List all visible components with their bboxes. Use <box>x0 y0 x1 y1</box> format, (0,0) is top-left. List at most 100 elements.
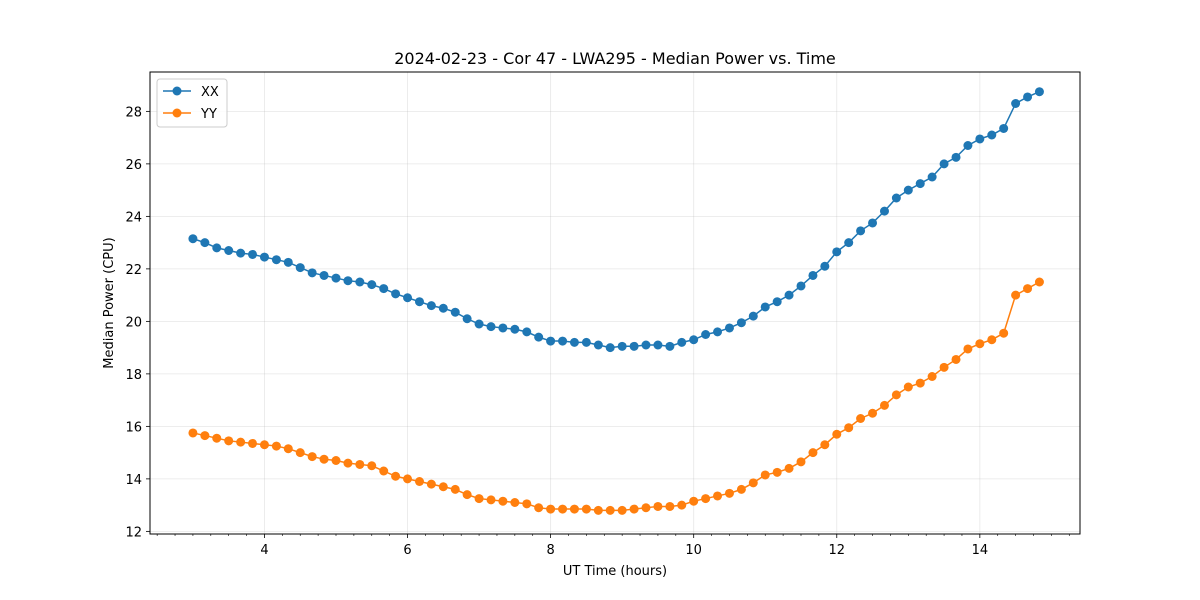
legend-label-xx: XX <box>201 85 219 100</box>
x-tick-label: 12 <box>828 543 845 558</box>
data-point-xx <box>343 276 353 286</box>
series-layer <box>188 87 1044 515</box>
data-point-xx <box>605 343 615 353</box>
legend-marker-xx <box>172 86 182 96</box>
data-point-xx <box>653 340 663 350</box>
x-tick-label: 6 <box>403 543 411 558</box>
plot-frame <box>149 71 1081 535</box>
legend: XX YY <box>156 78 228 128</box>
data-point-xx <box>510 324 520 334</box>
data-point-yy <box>236 437 246 447</box>
data-point-xx <box>367 280 377 290</box>
data-point-yy <box>510 498 520 507</box>
data-point-xx <box>403 293 413 303</box>
data-point-xx <box>569 337 579 347</box>
data-point-xx <box>868 218 878 228</box>
data-point-yy <box>581 504 591 514</box>
data-point-yy <box>713 491 723 501</box>
data-point-yy <box>641 503 651 513</box>
data-point-yy <box>963 344 973 354</box>
y-tick-label: 18 <box>125 368 142 383</box>
data-point-xx <box>1034 87 1044 97</box>
data-point-xx <box>736 318 746 328</box>
data-point-xx <box>355 277 365 287</box>
data-point-yy <box>295 448 305 458</box>
data-point-xx <box>450 307 460 317</box>
data-point-xx <box>534 332 544 342</box>
data-point-xx <box>188 234 198 244</box>
data-point-xx <box>677 337 687 347</box>
data-point-yy <box>724 488 734 498</box>
data-point-xx <box>665 341 675 351</box>
data-point-xx <box>283 257 293 267</box>
data-point-yy <box>915 378 925 388</box>
data-point-yy <box>653 501 663 511</box>
data-point-xx <box>701 330 711 339</box>
legend-label-yy: YY <box>200 107 217 122</box>
data-point-yy <box>1034 277 1044 287</box>
data-point-yy <box>391 471 401 481</box>
data-point-xx <box>259 252 269 262</box>
data-point-xx <box>426 301 436 311</box>
y-tick-label: 24 <box>125 210 142 225</box>
data-point-xx <box>224 246 234 255</box>
data-point-yy <box>450 484 460 494</box>
x-tick-label: 8 <box>546 543 554 558</box>
data-point-xx <box>999 123 1009 133</box>
x-tick-label: 4 <box>260 543 268 558</box>
data-point-xx <box>581 337 591 347</box>
data-point-yy <box>307 452 317 462</box>
data-point-yy <box>736 484 746 494</box>
y-tick-label: 16 <box>125 420 142 435</box>
data-point-yy <box>534 503 544 513</box>
axes: 4 6 8 10 12 14 12 14 16 18 20 22 24 26 28 <box>125 71 1081 558</box>
data-point-yy <box>331 456 341 465</box>
data-point-xx <box>1011 99 1021 108</box>
data-point-xx <box>796 281 806 291</box>
y-tick-label: 28 <box>125 105 142 120</box>
data-point-xx <box>319 270 329 280</box>
data-point-yy <box>224 436 234 446</box>
y-tick-label: 20 <box>125 315 142 330</box>
data-point-yy <box>879 400 889 410</box>
data-point-xx <box>248 249 258 259</box>
data-point-yy <box>546 504 556 514</box>
data-point-yy <box>772 467 782 477</box>
data-point-xx <box>558 336 568 346</box>
data-point-yy <box>403 474 413 484</box>
chart-title: 2024-02-23 - Cor 47 - LWA295 - Median Po… <box>394 49 836 68</box>
data-point-yy <box>188 428 198 438</box>
data-point-yy <box>498 496 508 506</box>
data-point-xx <box>331 273 341 283</box>
data-point-yy <box>438 482 448 492</box>
data-point-xx <box>414 297 424 307</box>
data-point-yy <box>593 505 603 515</box>
data-point-xx <box>307 268 317 278</box>
series-line-xx <box>192 91 1040 349</box>
y-tick-label: 14 <box>125 473 142 488</box>
y-axis-label: Median Power (CPU) <box>102 237 117 368</box>
data-point-yy <box>701 494 711 504</box>
data-point-xx <box>820 261 830 271</box>
data-point-yy <box>891 390 901 400</box>
data-point-xx <box>784 290 794 300</box>
data-point-yy <box>605 505 615 515</box>
data-point-xx <box>891 193 901 203</box>
data-point-xx <box>486 322 496 332</box>
data-point-xx <box>629 341 639 351</box>
data-point-xx <box>379 284 389 294</box>
data-point-yy <box>677 500 687 510</box>
data-point-yy <box>868 408 878 418</box>
data-point-yy <box>689 496 699 506</box>
data-point-xx <box>927 172 937 182</box>
data-point-yy <box>808 448 818 458</box>
data-point-xx <box>474 319 484 329</box>
data-point-yy <box>999 328 1009 338</box>
data-point-yy <box>927 372 937 381</box>
data-point-yy <box>844 423 854 433</box>
x-tick-label: 10 <box>685 543 702 558</box>
data-point-xx <box>617 341 627 351</box>
data-point-xx <box>522 327 532 337</box>
